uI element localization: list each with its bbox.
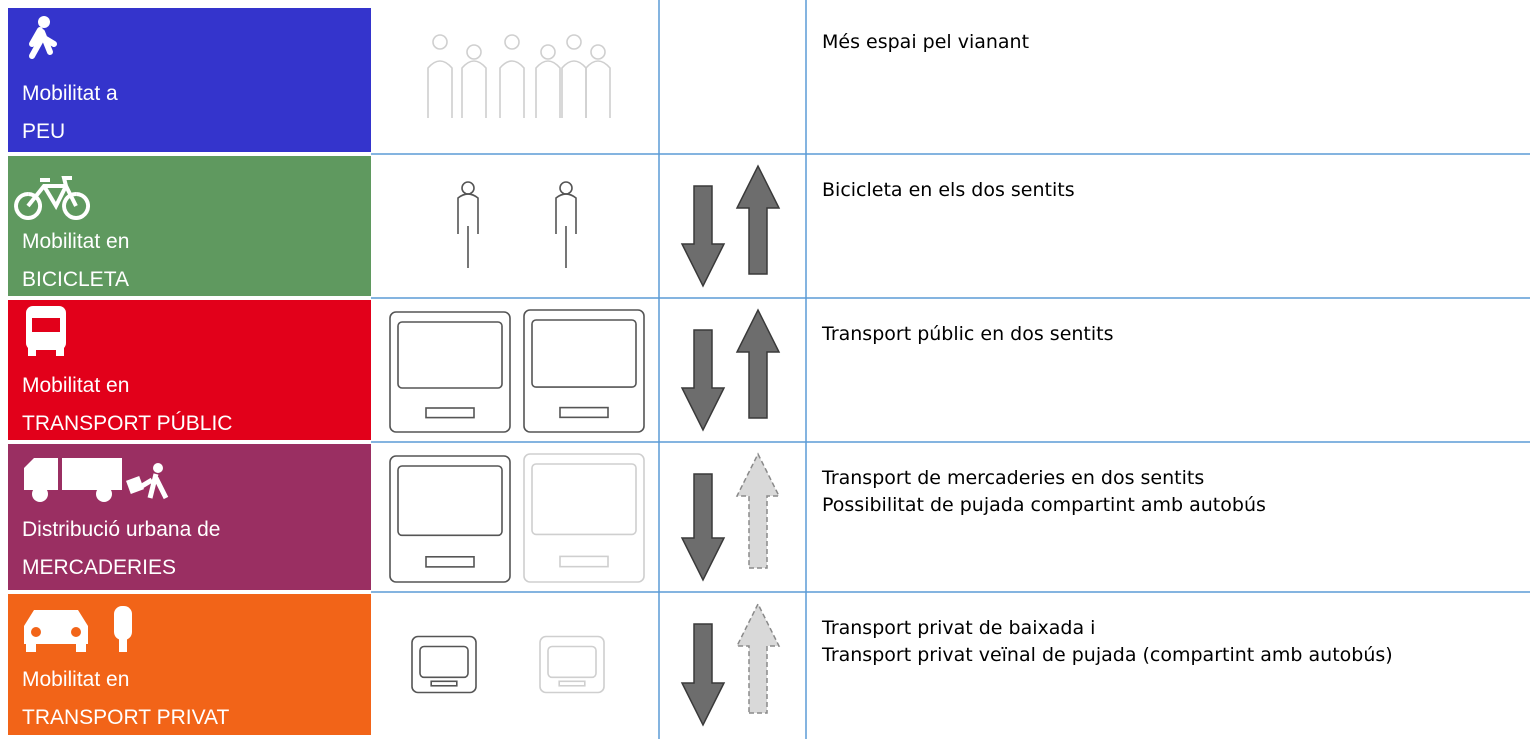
car-drawing — [419, 645, 469, 679]
walk-icon — [38, 16, 50, 28]
category-label: MERCADERIES — [22, 556, 176, 579]
pedestrian-drawing — [504, 34, 520, 50]
car-drawing — [558, 680, 586, 687]
car-icon — [26, 642, 36, 652]
truck-drawing — [389, 455, 511, 583]
up-arrow — [735, 602, 781, 714]
scooter-icon — [114, 606, 132, 640]
cyclist-drawing — [457, 193, 479, 268]
category-label: Distribució urbana de — [22, 518, 220, 541]
table-row: Mobilitat en TRANSPORT PRIVAT Transport pr… — [8, 594, 1393, 735]
truck-icon — [24, 458, 58, 490]
up-arrow — [735, 164, 781, 275]
truck-drawing — [559, 555, 609, 568]
trolley-icon — [153, 463, 163, 473]
walk-icon — [29, 27, 57, 59]
description: Transport privat de baixada i — [821, 617, 1095, 639]
cyclist-drawing — [555, 193, 577, 268]
table-row: Mobilitat a PEU Més espai pel vianant — [8, 8, 1029, 152]
pedestrian-drawing — [499, 60, 525, 118]
truck-drawing — [425, 555, 475, 568]
bus-drawing — [397, 321, 503, 389]
bus-drawing — [425, 407, 475, 419]
cyclist-drawing — [461, 181, 475, 195]
bus-icon — [32, 318, 60, 332]
category-label: Mobilitat a — [22, 82, 118, 105]
category-label: TRANSPORT PRIVAT — [22, 706, 229, 729]
pedestrian-drawing — [585, 60, 611, 118]
table-rules — [371, 0, 1530, 739]
description: Transport de mercaderies en dos sentits — [821, 467, 1204, 489]
table-row: Distribució urbana de MERCADERIES Transpor… — [8, 444, 1266, 590]
truck-drawing — [397, 465, 503, 537]
category-label: TRANSPORT PÚBLIC — [22, 412, 232, 435]
truck-icon — [96, 486, 112, 502]
category-label: BICICLETA — [22, 268, 129, 291]
category-label: Mobilitat en — [22, 230, 129, 253]
bus-drawing — [531, 319, 637, 388]
pedestrian-drawing — [590, 44, 606, 60]
up-arrow — [735, 452, 781, 569]
down-arrow — [680, 623, 726, 727]
category-label: Mobilitat en — [22, 374, 129, 397]
pedestrian-drawing — [432, 34, 448, 50]
pedestrian-drawing — [535, 60, 561, 118]
truck-drawing — [531, 463, 637, 536]
description: Més espai pel vianant — [822, 31, 1029, 53]
description: Bicicleta en els dos sentits — [822, 179, 1075, 201]
bus-icon — [28, 348, 36, 356]
down-arrow — [680, 185, 726, 288]
cyclist-drawing — [559, 181, 573, 195]
truck-icon — [32, 486, 48, 502]
description: Transport privat veïnal de pujada (compa… — [821, 644, 1393, 666]
up-arrow — [735, 308, 781, 419]
table-row: Mobilitat en TRANSPORT PÚBLIC Transport pú… — [8, 300, 1114, 440]
car-icon — [31, 627, 41, 637]
pedestrian-drawing — [561, 60, 587, 118]
description: Transport públic en dos sentits — [821, 323, 1114, 345]
car-icon — [76, 642, 86, 652]
bike-icon — [14, 176, 91, 220]
scooter-icon — [119, 638, 127, 652]
category-label: PEU — [22, 120, 65, 143]
car-drawing — [411, 635, 477, 694]
pedestrian-drawing — [427, 60, 453, 118]
pedestrian-drawing — [540, 44, 556, 60]
bus-icon — [56, 348, 64, 356]
bus-drawing — [523, 309, 645, 433]
trolley-icon — [140, 473, 169, 500]
category-label: Mobilitat en — [22, 668, 129, 691]
car-icon — [24, 610, 88, 644]
description: Possibilitat de pujada compartint amb au… — [822, 494, 1266, 516]
car-icon — [71, 627, 81, 637]
down-arrow — [680, 473, 726, 582]
table-row: Mobilitat en BICICLETA Bicicleta en els do… — [8, 156, 1075, 296]
pedestrian-drawing — [466, 44, 482, 60]
category-cell — [8, 8, 371, 152]
trolley-icon — [126, 476, 144, 494]
down-arrow — [680, 329, 726, 432]
car-drawing — [547, 645, 597, 679]
car-drawing — [430, 680, 458, 687]
bus-drawing — [559, 406, 609, 419]
car-drawing — [539, 635, 605, 694]
bus-drawing — [389, 311, 511, 433]
pedestrian-drawing — [461, 60, 487, 118]
truck-drawing — [523, 453, 645, 583]
pedestrian-drawing — [566, 34, 582, 50]
truck-icon — [62, 458, 122, 490]
category-cell — [8, 300, 371, 440]
